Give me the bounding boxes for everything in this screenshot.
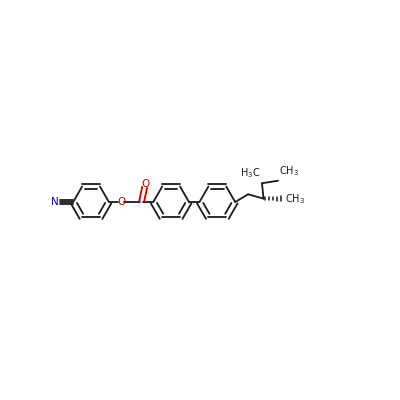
Text: CH$_3$: CH$_3$ (285, 192, 305, 206)
Text: O: O (117, 197, 125, 207)
Text: N: N (52, 197, 59, 207)
Text: H$_3$C: H$_3$C (240, 166, 260, 180)
Text: O: O (141, 178, 149, 188)
Text: CH$_3$: CH$_3$ (279, 164, 299, 178)
